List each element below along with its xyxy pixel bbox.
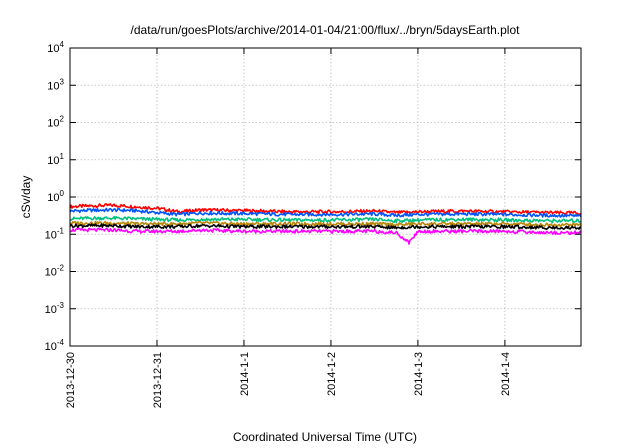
series-layer [69,203,582,245]
chart-title: /data/run/goesPlots/archive/2014-01-04/2… [131,23,521,37]
x-axis-label: Coordinated Universal Time (UTC) [233,430,417,444]
series-line [69,203,582,216]
axis-ticks [69,47,581,347]
y-tick-label: 10-3 [45,301,65,316]
series-line [69,207,582,218]
grid-lines [70,48,581,346]
series-line [69,223,582,230]
x-tick-label: 2014-1-4 [500,352,512,396]
x-tick-label: 2014-1-3 [413,352,425,396]
x-tick-label: 2013-12-30 [65,352,77,408]
y-tick-label: 10-4 [45,338,65,353]
y-tick-label: 100 [47,189,64,204]
x-tick-label: 2013-12-31 [152,352,164,408]
y-tick-label: 10-2 [45,264,65,279]
x-tick-label: 2014-1-2 [326,352,338,396]
y-tick-labels: 10-4 10-3 10-2 10-1 100 101 102 103 104 [45,40,65,353]
y-tick-label: 101 [47,152,64,167]
series-line [69,215,582,224]
y-tick-label: 10-1 [45,226,65,241]
x-tick-labels: 2013-12-30 2013-12-31 2014-1-1 2014-1-2 2014… [65,352,512,408]
y-axis-label: cSv/day [19,176,33,219]
x-tick-label: 2014-1-1 [239,352,251,396]
series-line [69,220,582,228]
series-line [69,227,582,245]
y-tick-label: 102 [47,115,64,130]
y-tick-label: 103 [47,77,64,92]
y-tick-label: 104 [47,40,64,55]
